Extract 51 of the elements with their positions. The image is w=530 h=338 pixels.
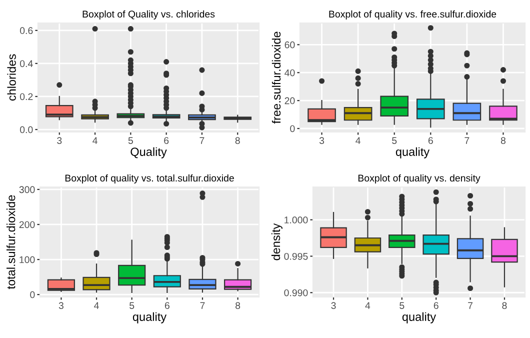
x-tick-label: 3 — [319, 137, 324, 144]
x-axis-title: quality — [396, 147, 430, 158]
y-axis-title: chlorides — [7, 54, 16, 101]
y-tick-label: 0.2 — [20, 93, 33, 100]
x-axis-title: Quality — [130, 147, 167, 158]
y-tick-label: 0 — [30, 291, 35, 298]
y-tick-label: 0.990 — [284, 289, 308, 296]
y-tick-label: 0 — [290, 125, 295, 132]
x-axis-title: quality — [132, 312, 167, 324]
x-axis-title: quality — [402, 312, 436, 324]
x-tick-label: 3 — [58, 302, 64, 309]
x-tick-label: 7 — [200, 137, 204, 144]
y-tick-label: 40 — [284, 69, 295, 76]
y-axis-title: total.sulfur.dioxide — [6, 195, 16, 290]
x-tick-label: 4 — [365, 302, 370, 309]
chart-title: Boxplot of quality vs. density — [358, 174, 480, 184]
x-tick-label: 6 — [164, 137, 169, 144]
x-tick-label: 6 — [164, 302, 170, 309]
y-tick-label: 20 — [284, 97, 295, 104]
x-tick-label: 5 — [128, 137, 133, 144]
y-tick-label: 0.6 — [20, 27, 33, 34]
x-tick-label: 8 — [236, 302, 240, 309]
x-tick-label: 3 — [331, 302, 336, 309]
x-tick-label: 7 — [468, 302, 473, 309]
y-tick-label: 60 — [284, 41, 295, 48]
x-tick-label: 7 — [464, 137, 470, 144]
y-axis-title: density — [271, 223, 282, 260]
y-tick-label: 100 — [20, 256, 35, 264]
y-tick-label: 0.4 — [20, 60, 33, 68]
x-tick-label: 5 — [130, 302, 134, 309]
x-tick-label: 3 — [57, 137, 62, 144]
x-tick-label: 8 — [502, 302, 507, 309]
y-tick-label: 200 — [19, 221, 35, 228]
x-tick-label: 4 — [94, 302, 99, 309]
chart-title: Boxplot of quality vs. free.sulfur.dioxide — [329, 10, 496, 20]
x-tick-label: 6 — [434, 302, 438, 309]
y-axis-title: free.sulfur.dioxide — [272, 32, 281, 124]
x-tick-label: 5 — [400, 302, 404, 309]
y-tick-label: 300 — [19, 186, 35, 194]
chart-title: Boxplot of Quality vs. chlorides — [82, 10, 215, 20]
y-tick-label: 0.995 — [284, 252, 308, 260]
y-tick-label: 0.0 — [20, 126, 33, 134]
x-tick-label: 8 — [235, 137, 240, 144]
x-tick-label: 4 — [92, 137, 98, 144]
chart-title: Boxplot of quality vs. total.sulfur.dioxide — [65, 174, 234, 184]
x-tick-label: 5 — [392, 137, 397, 144]
x-tick-label: 8 — [500, 137, 506, 144]
x-tick-label: 6 — [428, 137, 433, 144]
x-tick-label: 4 — [356, 137, 360, 144]
x-tick-label: 7 — [200, 302, 205, 309]
y-tick-label: 1.000 — [284, 216, 308, 224]
